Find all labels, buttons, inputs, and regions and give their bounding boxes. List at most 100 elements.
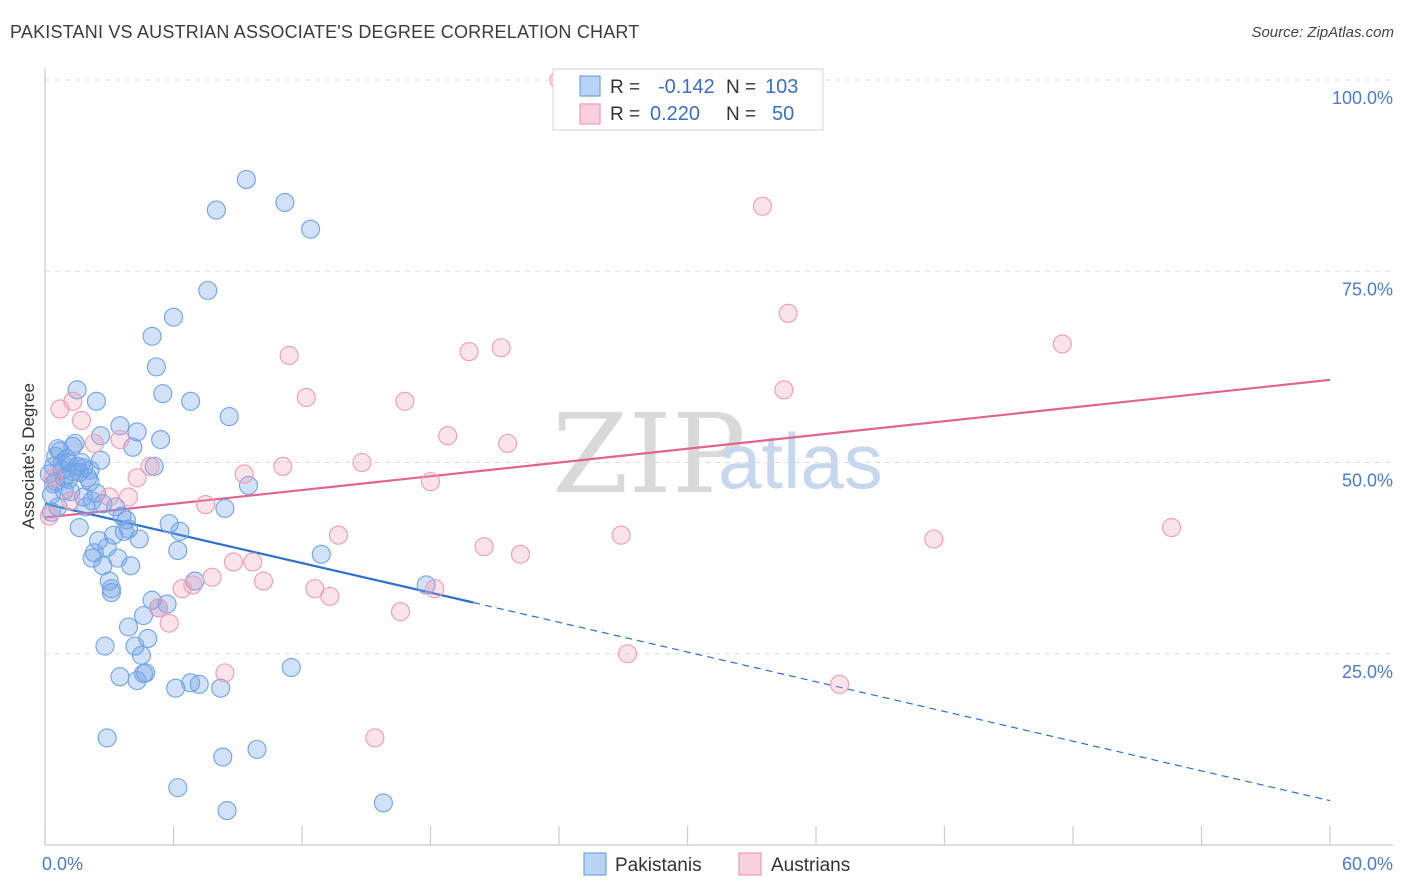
point-austrian-33	[420, 472, 441, 492]
point-austrian-11	[140, 456, 160, 476]
trend-pakistanis-solid	[44, 502, 474, 604]
point-austrian-7	[99, 487, 119, 507]
point-pakistani-89	[54, 481, 74, 501]
point-pakistani-83	[110, 416, 130, 436]
point-pakistani-43	[129, 529, 149, 549]
point-austrian-39	[498, 433, 518, 453]
y-axis-label: Associate's Degree	[19, 383, 38, 529]
legend-swatch-austrians	[738, 852, 762, 876]
x-tick-label-0: 0.0%	[42, 854, 83, 874]
point-pakistani-64	[213, 747, 233, 767]
point-austrian-31	[390, 602, 411, 622]
point-austrian-15	[183, 575, 203, 595]
data-points	[39, 70, 1182, 821]
point-austrian-22	[253, 571, 274, 591]
point-austrian-18	[215, 663, 235, 683]
point-austrian-51	[1161, 517, 1182, 538]
point-pakistani-39	[121, 556, 141, 576]
point-austrian-28	[328, 525, 348, 545]
watermark-zip: ZIP	[552, 390, 746, 518]
stats-n-value-2: 50	[772, 103, 794, 125]
point-pakistani-81	[86, 391, 106, 411]
point-austrian-3	[61, 491, 81, 511]
point-pakistani-95	[118, 519, 139, 539]
point-austrian-29	[352, 452, 372, 473]
point-austrian-38	[491, 338, 511, 358]
point-pakistani-101	[91, 450, 111, 470]
point-austrian-40	[510, 544, 531, 564]
point-pakistani-73	[311, 544, 331, 564]
point-austrian-14	[172, 579, 192, 599]
point-pakistani-71	[281, 657, 301, 678]
point-austrian-24	[279, 345, 299, 365]
point-pakistani-29	[99, 571, 119, 591]
point-pakistani-61	[198, 280, 218, 300]
stats-swatch-austrians	[579, 103, 601, 125]
point-pakistani-54	[159, 514, 179, 534]
point-pakistani-58	[170, 521, 190, 541]
point-austrian-12	[148, 598, 169, 618]
source-credit: Source: ZipAtlas.com	[1251, 24, 1394, 41]
point-pakistani-99	[181, 673, 201, 693]
point-pakistani-84	[127, 422, 147, 442]
point-austrian-42	[611, 525, 631, 545]
point-austrian-23	[273, 456, 293, 476]
point-pakistani-91	[74, 458, 94, 478]
point-pakistani-88	[44, 474, 64, 494]
point-pakistani-96	[133, 664, 154, 684]
y-tick-label-3: 100.0%	[1332, 88, 1393, 108]
point-austrian-27	[320, 586, 340, 606]
point-pakistani-55	[163, 307, 184, 327]
point-pakistani-67	[236, 169, 256, 189]
point-austrian-10	[127, 468, 147, 488]
point-austrian-1	[44, 468, 64, 488]
y-tick-label-2: 75.0%	[1342, 279, 1393, 299]
point-austrian-13	[159, 613, 179, 633]
point-pakistani-102	[52, 453, 72, 473]
point-pakistani-15	[69, 517, 89, 538]
point-pakistani-72	[301, 219, 321, 239]
legend-label-pakistanis: Pakistanis	[615, 855, 702, 876]
point-pakistani-48	[142, 326, 162, 346]
point-pakistani-82	[97, 537, 117, 557]
point-austrian-26	[305, 579, 325, 599]
point-austrian-21	[243, 552, 263, 572]
point-pakistani-63	[211, 678, 231, 698]
point-austrian-30	[365, 728, 385, 748]
point-pakistani-65	[215, 498, 235, 518]
point-austrian-37	[474, 537, 494, 557]
trend-pakistanis-dashed	[473, 601, 1331, 802]
chart-title: PAKISTANI VS AUSTRIAN ASSOCIATE'S DEGREE…	[10, 22, 640, 42]
stats-n-value-1: 103	[765, 76, 798, 98]
point-austrian-32	[395, 391, 415, 411]
point-pakistani-100	[67, 380, 87, 400]
stats-r-label-2: R =	[610, 104, 640, 125]
point-pakistani-69	[247, 739, 267, 759]
point-austrian-9	[118, 487, 139, 507]
point-austrian-4	[63, 391, 83, 411]
point-austrian-6	[84, 433, 104, 453]
point-austrian-16	[196, 495, 216, 515]
point-austrian-49	[924, 529, 944, 549]
point-austrian-20	[234, 464, 254, 484]
point-pakistani-44	[131, 645, 151, 665]
point-austrian-36	[459, 342, 479, 362]
point-pakistani-51	[151, 429, 171, 450]
point-pakistani-90	[63, 436, 83, 456]
stats-n-label-2: N =	[726, 104, 756, 125]
point-pakistani-45	[133, 605, 154, 626]
point-pakistani-56	[166, 678, 186, 698]
point-pakistani-62	[206, 200, 226, 220]
point-pakistani-38	[118, 617, 139, 637]
x-tick-label-1: 60.0%	[1342, 854, 1393, 874]
point-pakistani-47	[138, 628, 158, 649]
point-austrian-19	[223, 552, 244, 572]
legend-swatch-pakistanis	[583, 852, 607, 876]
point-pakistani-68	[238, 475, 259, 496]
point-pakistani-70	[275, 192, 295, 212]
point-pakistani-27	[95, 636, 115, 656]
stats-swatch-pakistanis	[579, 75, 601, 97]
point-pakistani-94	[101, 579, 121, 599]
legend-label-austrians: Austrians	[771, 855, 850, 876]
stats-n-label-1: N =	[726, 77, 756, 98]
